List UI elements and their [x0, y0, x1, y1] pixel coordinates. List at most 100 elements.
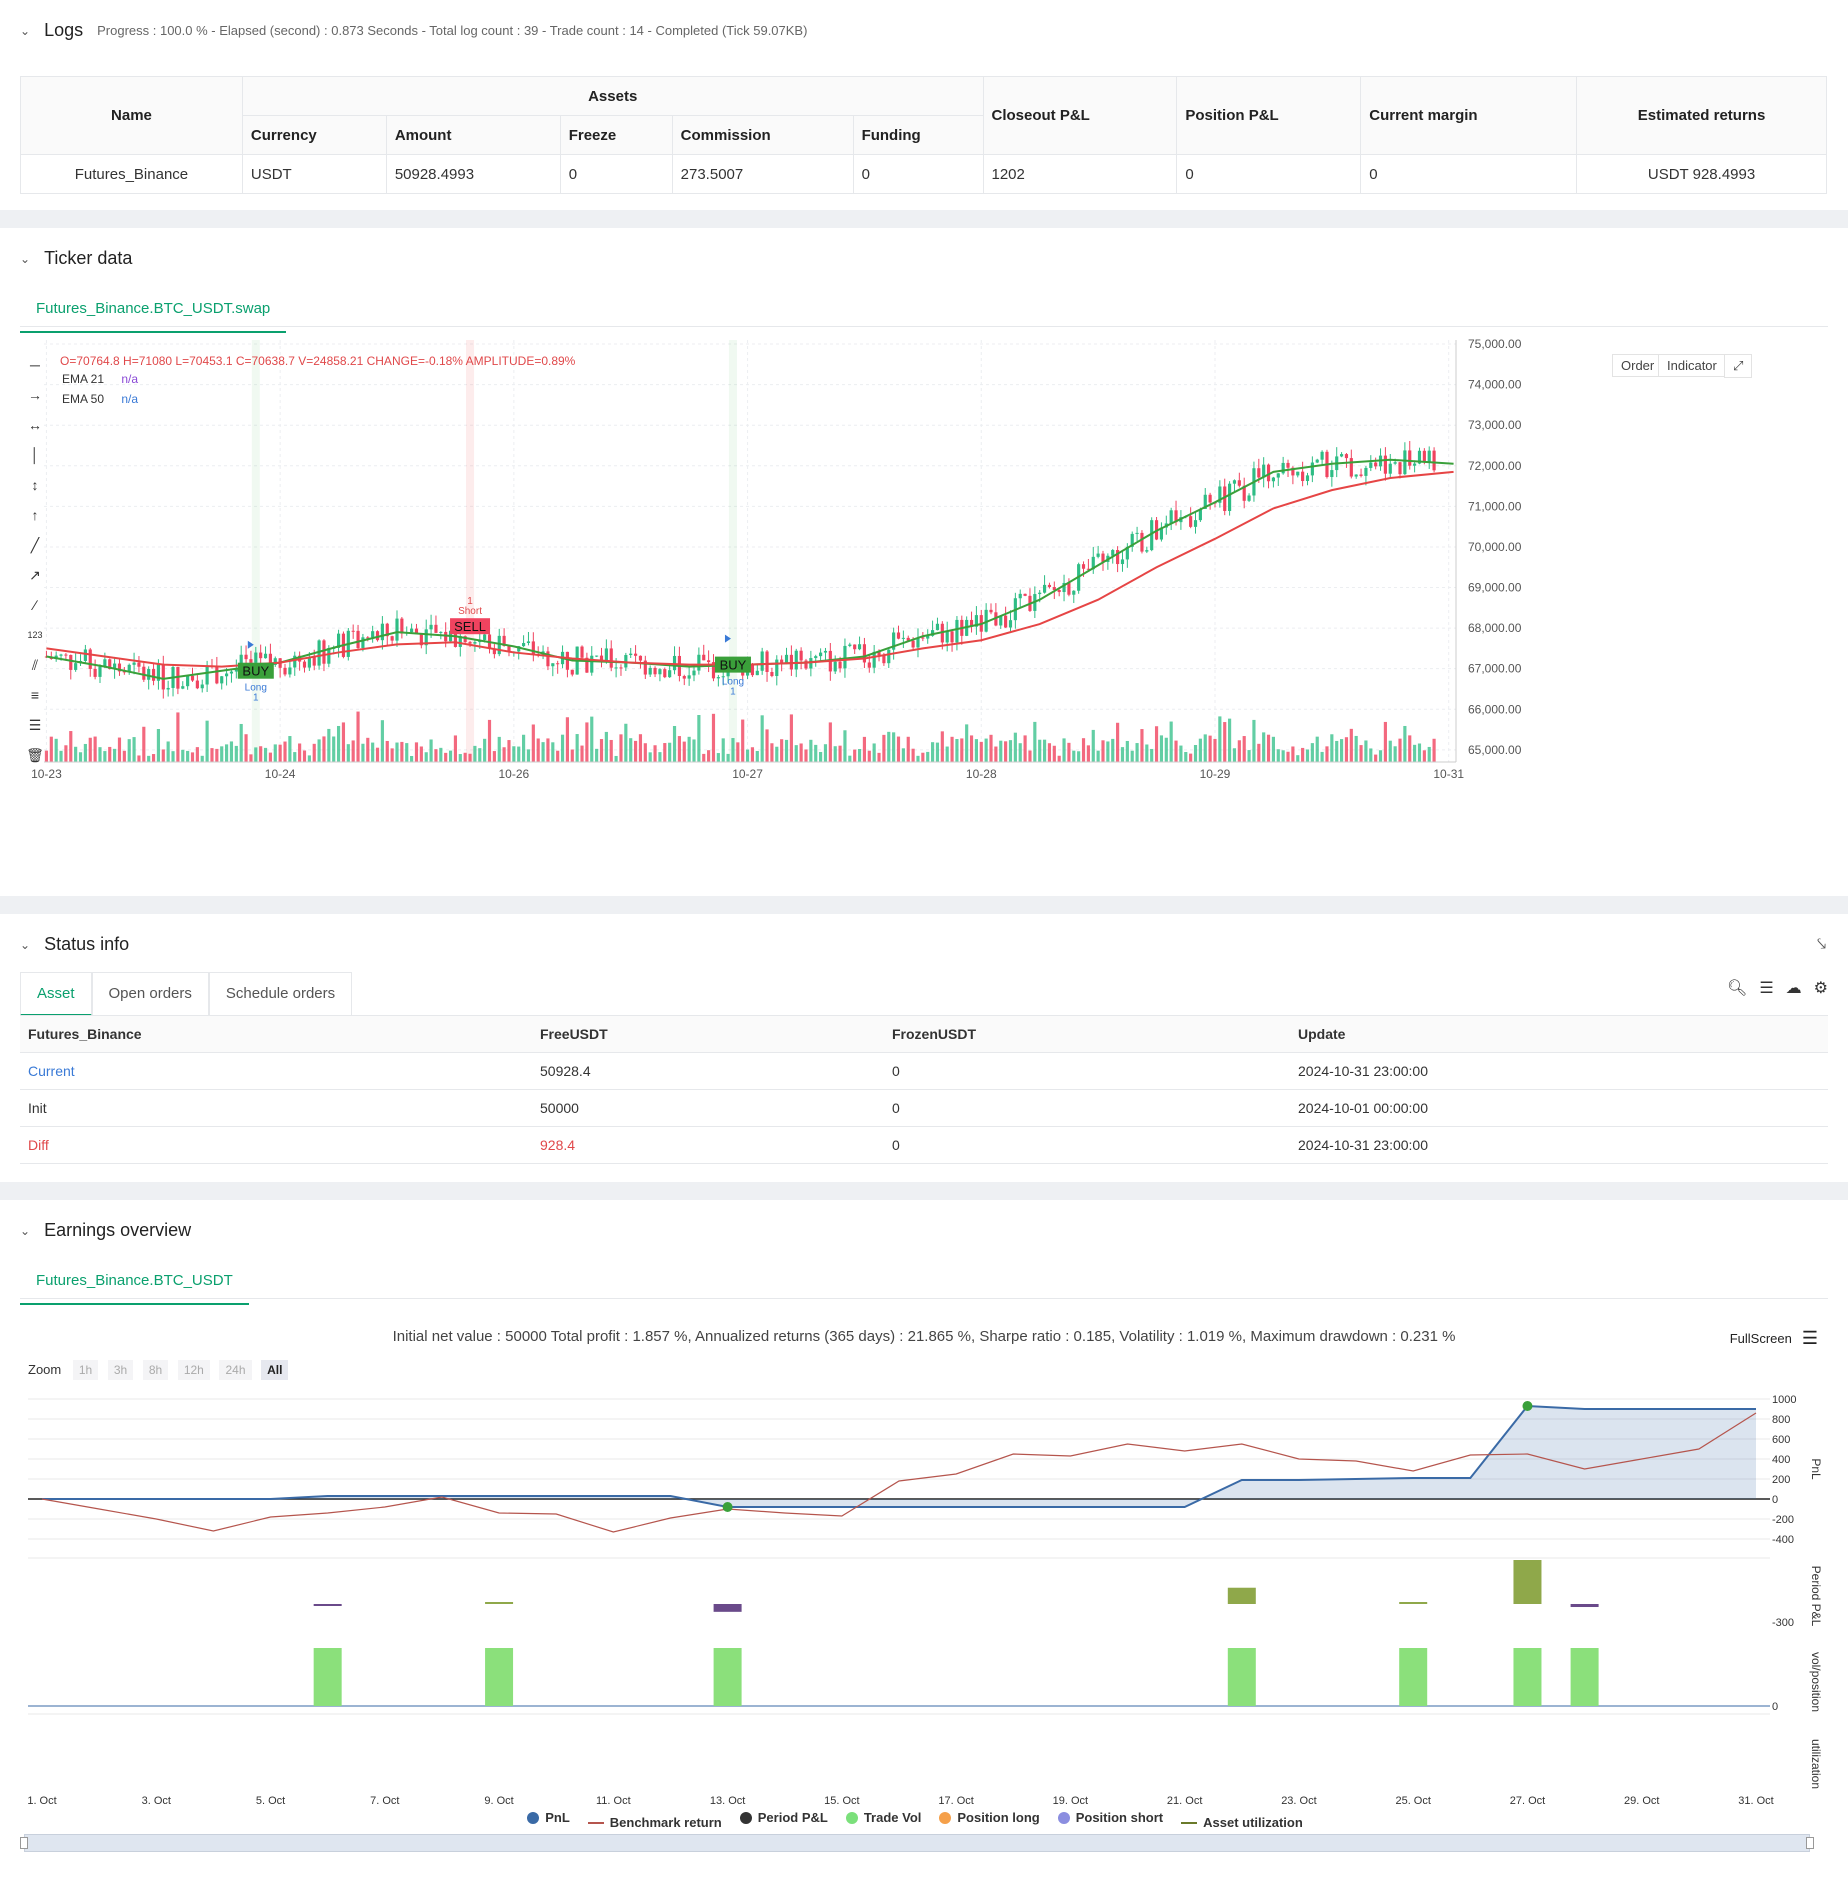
volume-bar: [351, 740, 355, 762]
price-label-tool-icon[interactable]: 123: [27, 630, 43, 640]
vertical-ray-tool-icon[interactable]: ↑: [31, 507, 39, 523]
volume-bar: [161, 749, 165, 762]
chevron-down-icon[interactable]: ⌄: [20, 1223, 31, 1238]
list-icon[interactable]: ☰: [1759, 980, 1774, 997]
pitchfork-tool-icon[interactable]: ☰: [28, 717, 42, 733]
candle-body: [638, 655, 643, 661]
trend-line-tool-icon[interactable]: ╱: [30, 537, 40, 553]
tab-schedule-orders[interactable]: Schedule orders: [208, 972, 353, 1016]
order-button[interactable]: Order: [1612, 354, 1664, 377]
vertical-line-tool-icon[interactable]: │: [30, 447, 40, 463]
zoom-1h-button[interactable]: 1h: [72, 1360, 99, 1380]
legend-item[interactable]: Period P&L: [739, 1810, 828, 1825]
parallel-channel-tool-icon[interactable]: ⫽: [31, 657, 39, 673]
search-icon[interactable]: 🔍︎: [1727, 980, 1748, 997]
trade-vol-bar: [313, 1648, 342, 1706]
period-pnl-bar: [1570, 1604, 1599, 1608]
candle-body: [517, 646, 521, 652]
chevron-down-icon[interactable]: ⌄: [20, 937, 31, 952]
tab-ticker-symbol[interactable]: Futures_Binance.BTC_USDT.swap: [20, 286, 287, 333]
volume-bar: [478, 748, 482, 762]
row-label-current[interactable]: Current: [20, 1052, 532, 1090]
range-handle-left[interactable]: [20, 1837, 28, 1849]
legend-item[interactable]: PnL: [527, 1810, 570, 1825]
candle-body: [200, 684, 204, 689]
horizontal-line-tool-icon[interactable]: ─: [30, 357, 40, 373]
volume-bar: [677, 736, 681, 762]
zoom-24h-button[interactable]: 24h: [219, 1360, 252, 1380]
ticker-header[interactable]: ⌄ Ticker data: [20, 248, 132, 269]
col-freeze: Freeze: [559, 115, 673, 155]
candle-body: [147, 669, 151, 680]
vertical-segment-tool-icon[interactable]: ↕: [31, 477, 39, 493]
x-tick-label: 10-26: [499, 767, 530, 781]
candle-body: [1004, 615, 1008, 628]
legend-item[interactable]: Asset utilization: [1181, 1815, 1303, 1830]
collapse-icon[interactable]: ⤥: [1816, 936, 1826, 953]
gear-icon[interactable]: ⚙: [1813, 980, 1828, 997]
tab-open-orders[interactable]: Open orders: [91, 972, 209, 1016]
legend-item[interactable]: Position long: [939, 1810, 1040, 1825]
earnings-header[interactable]: ⌄ Earnings overview: [20, 1220, 191, 1241]
volume-bar: [400, 741, 404, 762]
range-handle-right[interactable]: [1806, 1837, 1814, 1849]
volume-bar: [1383, 721, 1387, 762]
zoom-all-button[interactable]: All: [261, 1360, 289, 1380]
indicator-button[interactable]: Indicator: [1658, 354, 1726, 377]
range-navigator[interactable]: [20, 1834, 1814, 1852]
legend-item[interactable]: Position short: [1057, 1810, 1163, 1825]
candle-body: [531, 641, 535, 655]
candle-body: [1116, 550, 1120, 565]
volume-bar: [1135, 743, 1139, 762]
fullscreen-control[interactable]: FullScreen ☰: [1730, 1328, 1818, 1349]
menu-icon[interactable]: ☰: [1801, 1328, 1818, 1348]
zoom-3h-button[interactable]: 3h: [107, 1360, 134, 1380]
candle-body: [999, 615, 1003, 626]
candle-body: [1023, 593, 1027, 596]
volume-bar: [887, 731, 891, 762]
volume-bar: [239, 723, 243, 762]
ray-tool-icon[interactable]: ↗: [29, 567, 41, 583]
fibonacci-tool-icon[interactable]: ≡: [30, 687, 40, 703]
legend-item[interactable]: Benchmark return: [587, 1815, 722, 1830]
candle-body: [225, 673, 229, 677]
volume-bar: [215, 748, 219, 762]
legend-item[interactable]: Trade Vol: [845, 1810, 921, 1825]
status-section: ⌄ Status info ⤥ Asset Open orders Schedu…: [0, 914, 1848, 1182]
candle-body: [356, 630, 360, 648]
cloud-download-icon[interactable]: ☁: [1785, 980, 1802, 997]
candle-body: [833, 661, 837, 672]
candle-body: [648, 667, 652, 675]
col-commission: Commission: [671, 115, 854, 155]
sell-signal-label: SELL: [454, 619, 486, 634]
trash-icon[interactable]: 🗑: [26, 747, 44, 763]
y-tick-label: -300: [1772, 1617, 1794, 1629]
x-tick-label: 10-31: [1433, 767, 1464, 781]
zoom-8h-button[interactable]: 8h: [142, 1360, 169, 1380]
volume-bar: [371, 742, 375, 762]
expand-icon[interactable]: ⤢: [1724, 354, 1753, 378]
candle-body: [950, 631, 954, 643]
volume-bar: [692, 739, 696, 762]
volume-bar: [1140, 729, 1144, 762]
zoom-12h-button[interactable]: 12h: [177, 1360, 210, 1380]
volume-bar: [1042, 739, 1047, 762]
earnings-chart[interactable]: 1000 800 600 400 200 0 -200 -400 PnL -300 Period P…: [0, 1386, 1848, 1856]
x-tick-label: 29. Oct: [1624, 1795, 1659, 1807]
segment-tool-icon[interactable]: ∕: [33, 597, 37, 613]
volume-bar: [896, 736, 901, 762]
volume-bar: [658, 752, 662, 762]
chevron-down-icon[interactable]: ⌄: [20, 23, 31, 38]
logs-header[interactable]: ⌄ Logs Progress : 100.0 % - Elapsed (sec…: [20, 20, 807, 41]
extended-line-tool-icon[interactable]: ↔: [28, 417, 42, 433]
status-header[interactable]: ⌄ Status info: [20, 934, 129, 955]
tab-earnings-symbol[interactable]: Futures_Binance.BTC_USDT: [20, 1258, 249, 1305]
volume-bar: [1247, 750, 1251, 762]
tab-asset[interactable]: Asset: [20, 972, 92, 1016]
volume-bar: [648, 752, 652, 762]
chevron-down-icon[interactable]: ⌄: [20, 251, 31, 266]
candle-body: [249, 659, 253, 663]
horizontal-ray-tool-icon[interactable]: →: [28, 387, 42, 403]
volume-bar: [828, 722, 832, 762]
